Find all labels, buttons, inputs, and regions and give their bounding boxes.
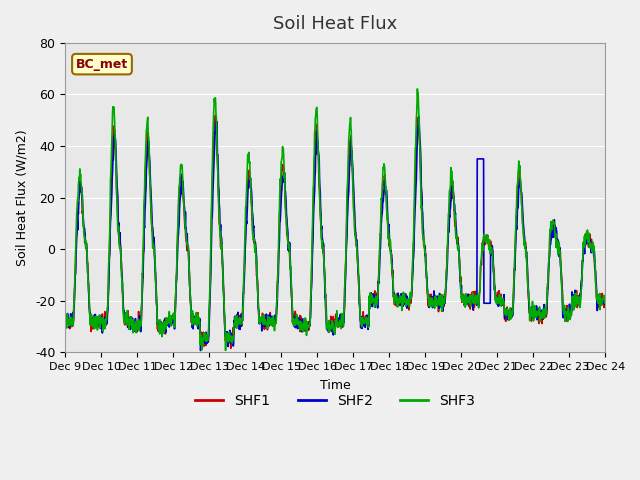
- Legend: SHF1, SHF2, SHF3: SHF1, SHF2, SHF3: [189, 388, 481, 413]
- SHF3: [321, 284, 329, 290]
- Text: BC_met: BC_met: [76, 58, 128, 71]
- Line: SHF1: SHF1: [65, 115, 605, 348]
- SHF3: [311, 126, 319, 132]
- SHF2: [146, 155, 154, 161]
- SHF2: [602, 297, 609, 303]
- SHF1: [312, 144, 319, 149]
- SHF2: [595, 295, 603, 301]
- SHF3: [463, 296, 471, 302]
- Title: Soil Heat Flux: Soil Heat Flux: [273, 15, 397, 33]
- SHF3: [146, 161, 154, 167]
- SHF3: [61, 321, 69, 327]
- X-axis label: Time: Time: [320, 379, 351, 392]
- SHF1: [61, 316, 69, 322]
- SHF1: [211, 112, 219, 118]
- SHF3: [595, 301, 603, 307]
- SHF1: [322, 304, 330, 310]
- Y-axis label: Soil Heat Flux (W/m2): Soil Heat Flux (W/m2): [15, 129, 28, 266]
- SHF2: [196, 348, 204, 353]
- SHF3: [602, 297, 609, 303]
- SHF2: [321, 295, 329, 301]
- SHF3: [413, 86, 421, 92]
- SHF3: [221, 348, 229, 353]
- SHF3: [542, 302, 550, 308]
- SHF2: [61, 317, 69, 323]
- SHF2: [463, 301, 471, 307]
- SHF2: [415, 114, 422, 120]
- SHF2: [542, 312, 550, 318]
- Line: SHF2: SHF2: [65, 117, 605, 350]
- SHF1: [595, 295, 603, 301]
- SHF2: [311, 173, 319, 179]
- SHF1: [542, 314, 550, 320]
- SHF1: [602, 304, 609, 310]
- SHF1: [227, 346, 235, 351]
- SHF1: [146, 168, 154, 174]
- Line: SHF3: SHF3: [65, 89, 605, 350]
- SHF1: [463, 299, 471, 304]
